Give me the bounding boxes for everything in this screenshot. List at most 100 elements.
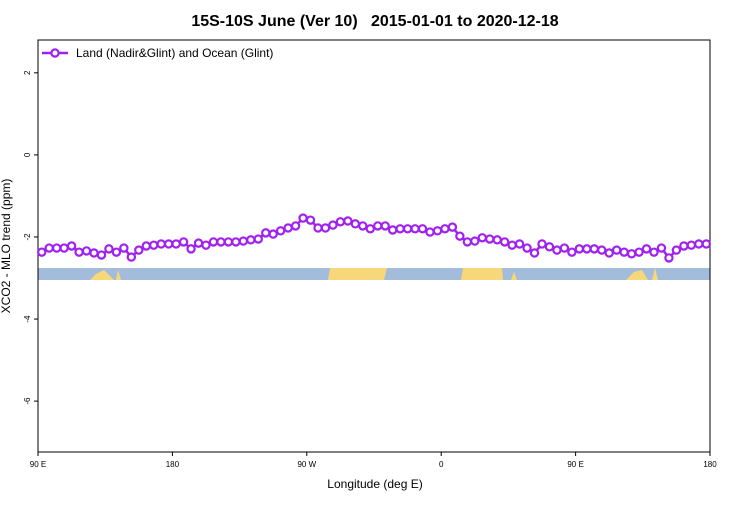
point [432,226,443,236]
y-tick-label: -2 [23,233,32,241]
land-ocean-mask [38,268,710,280]
point [626,249,637,259]
legend-marker [50,48,60,58]
point [641,244,652,254]
point [350,219,361,229]
point [387,225,398,235]
point [51,243,62,253]
point [701,239,711,249]
point [186,244,196,254]
point [74,247,84,257]
point [81,246,92,256]
point [514,239,525,249]
point [604,248,614,258]
point [119,243,129,253]
point [231,237,241,247]
point [238,236,249,246]
point [671,245,682,255]
point [283,223,293,233]
x-tick-label: 90 E [567,460,583,469]
point [649,247,659,257]
point [111,247,122,257]
point [611,245,622,255]
point [149,240,159,250]
land-band [90,270,114,280]
point [597,245,607,255]
point [552,245,562,255]
point [694,239,704,249]
point [126,252,137,262]
point [261,228,271,238]
point [201,240,211,250]
point [335,217,346,227]
point [171,239,181,249]
point [522,243,532,253]
point [178,237,189,247]
point [320,223,331,233]
point [134,245,144,255]
y-tick-label: 0 [23,152,32,157]
point [37,247,47,257]
point [141,241,151,251]
point [380,221,390,231]
point [268,229,278,239]
point [507,240,517,250]
land-band [328,268,387,280]
point [567,247,577,257]
point [477,233,487,243]
point [44,243,54,253]
point [156,239,166,249]
x-tick-label: 0 [439,460,444,469]
point [395,224,405,234]
point [193,238,204,248]
point [656,243,667,253]
point [253,234,263,244]
point [328,220,338,230]
point [492,235,502,245]
point [582,244,592,254]
point [417,224,428,234]
point [313,223,323,233]
x-tick-label: 180 [703,460,717,469]
point [679,241,689,251]
x-tick-label: 180 [166,460,180,469]
point [373,221,383,231]
x-tick-label: 90 W [297,460,316,469]
point [559,243,570,253]
point [246,235,256,245]
point [574,244,585,254]
land-band [461,268,503,280]
point [664,253,674,263]
point [59,243,69,253]
point [455,231,465,241]
land-band [652,268,658,280]
y-tick-label: -4 [23,315,32,323]
point [358,221,368,231]
point [686,240,697,250]
point [216,237,226,247]
point [470,236,480,246]
point [544,242,555,252]
point [104,244,114,254]
point [365,224,375,234]
point [440,224,450,234]
point [96,250,107,260]
point [290,221,301,231]
point [298,213,308,223]
point [163,239,174,249]
point [499,237,510,247]
point [275,226,286,236]
point [447,222,458,232]
point [208,237,219,247]
land-band [511,272,517,280]
point [425,227,435,237]
point [89,248,99,258]
point [462,237,473,247]
chart-title: 15S-10S June (Ver 10) 2015-01-01 to 2020… [191,13,558,30]
point [529,248,540,258]
point [223,237,234,247]
land-band [116,270,121,280]
legend-label: Land (Nadir&Glint) and Ocean (Glint) [76,46,273,60]
point [537,239,547,249]
